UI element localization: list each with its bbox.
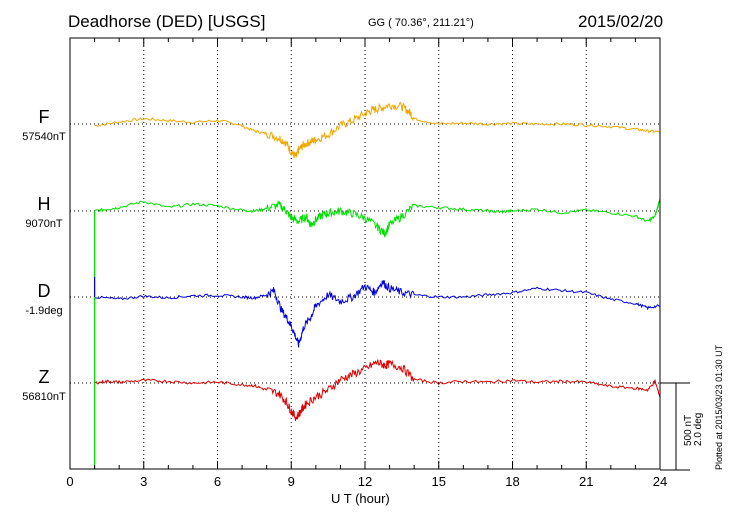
x-tick-label-3: 3 (140, 474, 147, 489)
series-line-d (94, 280, 661, 348)
series-label-z: Z (38, 367, 50, 387)
x-tick-label-15: 15 (432, 474, 446, 489)
x-tick-label-9: 9 (288, 474, 295, 489)
series-baseline-f: 57540nT (22, 131, 66, 143)
series-label-h: H (37, 194, 51, 214)
series-line-f (94, 101, 661, 159)
plotted-timestamp: Plotted at 2015/03/23 01:30 UT (714, 344, 724, 470)
series-baseline-z: 56810nT (22, 391, 66, 403)
station-coordinates: GG ( 70.36°, 211.21°) (368, 17, 474, 29)
data-series (93, 101, 661, 469)
x-axis: 0 3 6 9 12 15 18 21 24 (66, 38, 667, 489)
series-label-f: F (38, 107, 50, 127)
x-axis-label: U T (hour) (331, 491, 390, 506)
x-tick-label-0: 0 (66, 474, 73, 489)
x-tick-label-21: 21 (579, 474, 593, 489)
scale-bar (660, 382, 690, 471)
chart-date: 2015/02/20 (578, 12, 664, 31)
series-baseline-h: 9070nT (25, 218, 63, 230)
series-line-z (94, 359, 661, 421)
x-tick-label-24: 24 (653, 474, 667, 489)
x-tick-label-18: 18 (505, 474, 519, 489)
chart-title: Deadhorse (DED) [USGS] (68, 12, 266, 31)
scale-label-deg: 2.0 deg (693, 412, 704, 446)
x-tick-label-6: 6 (214, 474, 221, 489)
series-line-h (94, 198, 661, 238)
grid (143, 38, 587, 469)
x-tick-label-12: 12 (358, 474, 372, 489)
series-label-d: D (37, 281, 51, 301)
series-baseline-d: -1.9deg (25, 305, 63, 317)
